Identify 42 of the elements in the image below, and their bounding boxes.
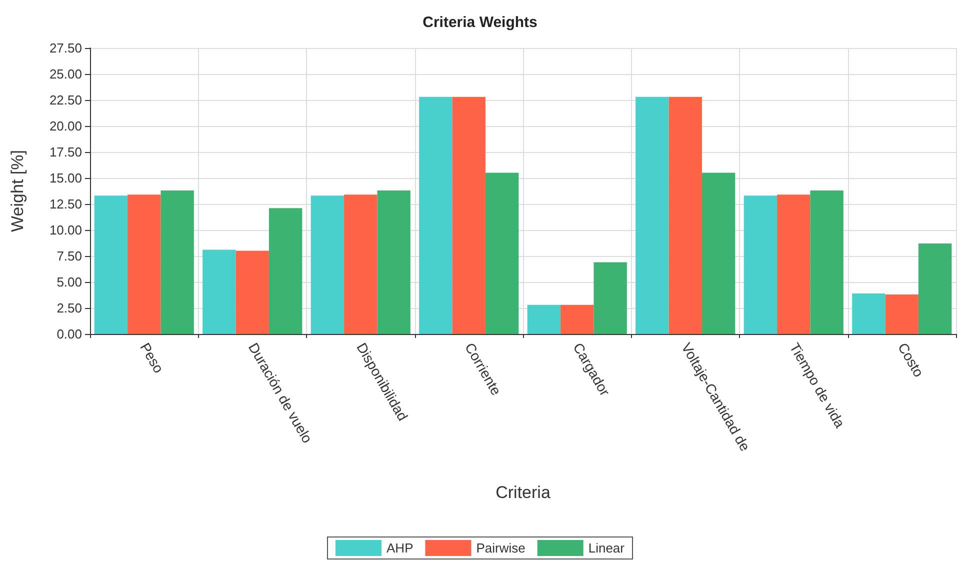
x-axis-title: Criteria (496, 483, 551, 502)
bar (310, 196, 344, 334)
legend-label: Linear (588, 540, 626, 556)
y-tick-label: 27.50 (49, 40, 82, 56)
bar (160, 190, 194, 334)
bar (128, 194, 161, 334)
legend-label: Pairwise (476, 540, 526, 556)
bar (885, 294, 918, 334)
y-tick-label: 5.00 (56, 274, 82, 290)
y-tick-label: 2.50 (56, 300, 82, 316)
bar (236, 250, 269, 334)
bar (810, 190, 844, 334)
chart-title: Criteria Weights (422, 14, 538, 31)
bar (594, 262, 627, 334)
y-tick-label: 7.50 (56, 248, 82, 264)
y-tick-label: 22.50 (49, 92, 82, 108)
bar (452, 96, 486, 334)
bar (777, 194, 810, 334)
bar (268, 208, 302, 334)
bar (202, 250, 236, 334)
y-tick-label: 15.00 (49, 170, 82, 186)
bar (527, 304, 561, 334)
legend-label: AHP (386, 540, 414, 556)
bar (94, 196, 128, 334)
bar (344, 194, 378, 334)
bar (702, 172, 736, 334)
bar (668, 96, 702, 334)
y-tick-label: 17.50 (49, 144, 82, 160)
y-tick-label: 10.00 (49, 222, 82, 238)
y-tick-label: 12.50 (49, 196, 82, 212)
bar (852, 293, 886, 334)
bar (918, 244, 952, 334)
y-tick-label: 20.00 (49, 118, 82, 134)
y-axis-title: Weight [%] (8, 150, 27, 232)
y-tick-label: 0.00 (56, 326, 82, 342)
bar (560, 304, 594, 334)
y-tick-label: 25.00 (49, 66, 82, 82)
bar (636, 96, 669, 334)
bar (485, 172, 519, 334)
bar (419, 96, 452, 334)
bar (744, 196, 778, 334)
bar (377, 190, 410, 334)
